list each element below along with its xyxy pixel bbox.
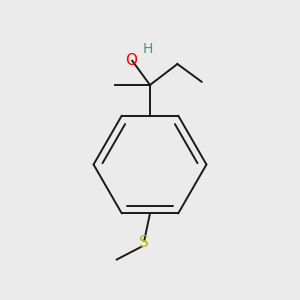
Text: O: O — [124, 52, 136, 68]
Text: H: H — [142, 41, 153, 56]
Text: S: S — [139, 235, 149, 250]
